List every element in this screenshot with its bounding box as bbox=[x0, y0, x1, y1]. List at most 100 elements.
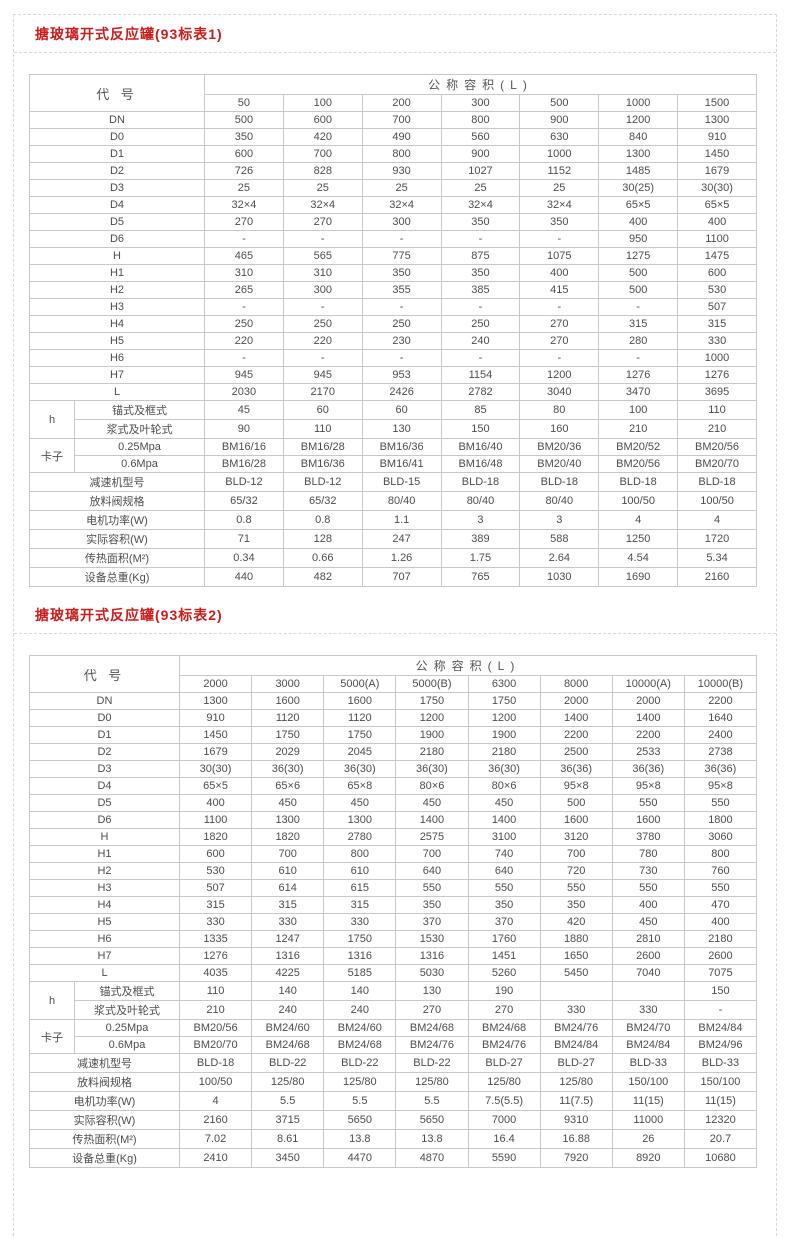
value-cell: 610 bbox=[251, 862, 325, 880]
value-cell: 3040 bbox=[519, 383, 600, 401]
value-cell: - bbox=[519, 349, 600, 367]
row-label: H5 bbox=[29, 332, 205, 350]
value-cell: 1100 bbox=[677, 230, 757, 248]
value-cell: 440 bbox=[204, 567, 284, 587]
value-cell: 128 bbox=[282, 529, 363, 549]
value-cell: 95×8 bbox=[611, 777, 685, 795]
table-row: D6 1100 1300 1300 1400 1400 1600 1600 1800 bbox=[29, 811, 758, 829]
value-cell: 310 bbox=[204, 264, 284, 282]
value-cell: 65×8 bbox=[323, 777, 397, 795]
value-cell: 2160 bbox=[178, 1110, 253, 1130]
value-cell: 800 bbox=[440, 111, 521, 129]
value-cell bbox=[539, 981, 613, 1001]
capacity-column-header: 300 bbox=[440, 94, 521, 112]
value-cell: 1750 bbox=[323, 930, 397, 948]
value-cell: BM16/36 bbox=[282, 455, 363, 473]
row-label: H bbox=[29, 247, 205, 265]
table-row: 放料阀规格 100/50 125/80 125/80 125/80 125/80 125/8… bbox=[29, 1072, 758, 1092]
value-cell: 1400 bbox=[611, 709, 685, 727]
value-cell: BM24/70 bbox=[611, 1019, 685, 1037]
value-cell: 25 bbox=[440, 179, 521, 197]
value-cell: 900 bbox=[440, 145, 521, 163]
value-cell: 507 bbox=[178, 879, 253, 897]
value-cell: 1720 bbox=[677, 529, 757, 549]
value-cell: 1400 bbox=[395, 811, 469, 829]
value-cell: 560 bbox=[440, 128, 521, 146]
row-label: H3 bbox=[29, 298, 205, 316]
value-cell: 125/80 bbox=[395, 1072, 469, 1092]
value-cell: 2575 bbox=[395, 828, 469, 846]
value-cell: 1120 bbox=[323, 709, 397, 727]
value-cell: 2000 bbox=[539, 692, 613, 710]
value-cell: 140 bbox=[251, 981, 325, 1001]
value-cell: 60 bbox=[282, 400, 363, 420]
table-row: 浆式及叶轮式 90 110 130 150 160 210 210 bbox=[30, 419, 757, 439]
value-cell: 700 bbox=[539, 845, 613, 863]
value-cell: 465 bbox=[204, 247, 284, 265]
table-row: 实际容积(W) 71 128 247 389 588 1250 1720 bbox=[29, 529, 757, 549]
value-cell: - bbox=[204, 298, 284, 316]
value-cell: 930 bbox=[361, 162, 442, 180]
row-label: 减速机型号 bbox=[29, 472, 205, 492]
value-cell: BM16/36 bbox=[361, 438, 442, 456]
row-label: L bbox=[29, 964, 180, 982]
value-cell: 500 bbox=[598, 264, 679, 282]
value-cell: 3695 bbox=[677, 383, 757, 401]
value-cell: 370 bbox=[395, 913, 469, 931]
value-cell: 500 bbox=[598, 281, 679, 299]
table-row: H3- - - - - -507 bbox=[29, 298, 757, 316]
value-cell: 11(15) bbox=[683, 1091, 758, 1111]
value-cell: 100/50 bbox=[598, 491, 679, 511]
value-cell: 350 bbox=[440, 264, 521, 282]
value-cell: 1485 bbox=[598, 162, 679, 180]
value-cell: - bbox=[598, 298, 679, 316]
value-cell: 1.1 bbox=[361, 510, 442, 530]
value-cell: 550 bbox=[395, 879, 469, 897]
value-cell: 60 bbox=[361, 400, 442, 420]
value-cell: 700 bbox=[361, 111, 442, 129]
value-cell: 36(36) bbox=[611, 760, 685, 778]
value-cell: 95×8 bbox=[683, 777, 758, 795]
value-cell: 420 bbox=[539, 913, 613, 931]
value-cell: 1276 bbox=[178, 947, 253, 965]
value-cell: 65×5 bbox=[178, 777, 253, 795]
value-cell: 1800 bbox=[683, 811, 758, 829]
capacity-column-header: 8000 bbox=[539, 675, 613, 693]
row-label: L bbox=[29, 383, 205, 401]
value-cell: 65/32 bbox=[204, 491, 284, 511]
value-cell: 250 bbox=[204, 315, 284, 333]
value-cell: 726 bbox=[204, 162, 284, 180]
value-cell: 400 bbox=[178, 794, 253, 812]
value-cell: 2160 bbox=[677, 567, 757, 587]
value-cell: 2180 bbox=[467, 743, 541, 761]
value-cell: 10680 bbox=[683, 1148, 758, 1168]
value-cell: BM20/56 bbox=[598, 455, 679, 473]
value-cell: 3060 bbox=[683, 828, 758, 846]
value-cell: 2170 bbox=[282, 383, 363, 401]
value-cell: 350 bbox=[361, 264, 442, 282]
value-cell: 350 bbox=[395, 896, 469, 914]
table-row: D3 30(30) 36(30) 36(30) 36(30) 36(30) 36(36) 36… bbox=[29, 760, 758, 778]
value-cell: 550 bbox=[683, 879, 758, 897]
value-cell: - bbox=[204, 230, 284, 248]
value-cell: BM16/28 bbox=[282, 438, 363, 456]
row-label: D5 bbox=[29, 213, 205, 231]
value-cell: 26 bbox=[611, 1129, 685, 1149]
value-cell: 80×6 bbox=[467, 777, 541, 795]
value-cell: 389 bbox=[440, 529, 521, 549]
value-cell: 65×5 bbox=[598, 196, 679, 214]
row-label: D1 bbox=[29, 145, 205, 163]
value-cell: 240 bbox=[323, 1000, 397, 1020]
value-cell: BM24/68 bbox=[251, 1036, 325, 1054]
value-cell: 3120 bbox=[539, 828, 613, 846]
value-cell: 5650 bbox=[323, 1110, 397, 1130]
value-cell: 1200 bbox=[598, 111, 679, 129]
table-row: D5 270 270 300 350 350 400 400 bbox=[29, 213, 757, 231]
value-cell: 9310 bbox=[539, 1110, 613, 1130]
value-cell: 700 bbox=[251, 845, 325, 863]
value-cell: 310 bbox=[282, 264, 363, 282]
row-label: H7 bbox=[29, 947, 180, 965]
value-cell: 1276 bbox=[598, 366, 679, 384]
value-cell: 11(7.5) bbox=[539, 1091, 613, 1111]
value-cell: 150/100 bbox=[683, 1072, 758, 1092]
